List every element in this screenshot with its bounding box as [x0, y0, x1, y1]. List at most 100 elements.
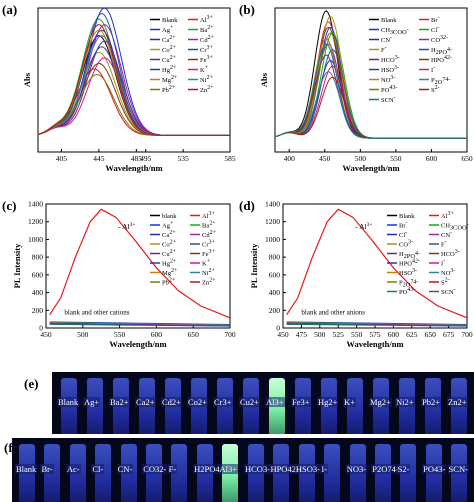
annotation-al3: - Al3+ [118, 222, 135, 231]
x-tick-label: 495 [140, 154, 152, 163]
legend-entry: Zn2+ [202, 278, 216, 287]
series-line-baseline [49, 321, 231, 325]
x-tick-label: 500 [314, 330, 326, 339]
vial-label: Blank [57, 397, 80, 407]
y-tick-label: 0 [39, 324, 43, 333]
legend-entry: I- [431, 65, 435, 74]
legend-entry: P2O74- [431, 77, 450, 86]
vial-label: Cl- [91, 464, 105, 474]
x-tick-label: 650 [461, 154, 473, 163]
panel-d: (d) 450 475 500 525 550 575 600 625 650 675 700 0 200… [237, 190, 474, 360]
legend-entry: Ag+ [162, 221, 174, 230]
legend-entry: Ca2+ [162, 35, 176, 44]
x-tick-label: 450 [319, 154, 331, 163]
series-line-al3 [286, 208, 468, 319]
legend-entry: K+ [202, 259, 211, 268]
x-axis-label: Wavelength/nm [342, 163, 399, 173]
legend-entry: HCO3- [441, 249, 460, 258]
legend-entry: Al3+ [200, 15, 214, 24]
legend-entry: HPO42- [399, 259, 420, 268]
legend-entry: Co2+ [162, 240, 177, 249]
annotation-al3: - Al3+ [355, 222, 372, 231]
y-tick-label: 1400 [28, 200, 43, 209]
x-tick-label: 450 [40, 330, 52, 339]
legend-entry: Cl- [431, 25, 439, 34]
x-tick-label: 485 [131, 154, 143, 163]
y-axis-label: Abs [259, 72, 269, 87]
legend-entry: H2PO4- [431, 47, 452, 56]
vial-label: Ni2+ [395, 397, 415, 407]
y-tick-label: 1000 [265, 235, 280, 244]
vial-label: Cd2+ [161, 397, 182, 407]
x-tick-label: 445 [93, 154, 105, 163]
legend-entry: Br- [431, 15, 440, 24]
legend-entry: HPO42- [431, 55, 452, 64]
legend-entry: F- [381, 45, 387, 54]
legend-entry: K+ [200, 65, 209, 74]
plot-frame [37, 7, 231, 153]
x-tick-label: 475 [296, 330, 308, 339]
x-tick-label: 600 [388, 330, 400, 339]
vial-label: HCO3- [244, 464, 272, 474]
legend-entry: Pb2+ [162, 278, 176, 287]
series-line [274, 43, 467, 139]
legend-entry: HSO3- [381, 65, 399, 74]
legend-entry: Mg2+ [162, 75, 178, 84]
series-line-al3 [49, 208, 231, 319]
y-tick-label: 400 [32, 288, 44, 297]
x-tick-label: 550 [351, 330, 363, 339]
photo-f: Blank Br- Ac- Cl- CN- CO32- F- H2PO4- Al3+ HCO3- H… [12, 438, 474, 502]
vial-label: Cr3+ [213, 397, 233, 407]
vial-label: SCN- [447, 464, 469, 474]
x-tick-label: 575 [369, 330, 381, 339]
vial-label: CO32- [142, 464, 168, 474]
plot-frame [45, 203, 231, 329]
vial-label: P2O74- [371, 464, 400, 474]
x-tick-label: 600 [426, 154, 438, 163]
legend-entry: Fe3+ [202, 249, 216, 258]
chart-d: (d) 450 475 500 525 550 575 600 625 650 675 700 0 200… [239, 198, 473, 349]
y-tick-label: 400 [269, 288, 281, 297]
legend-entry: blank [162, 213, 177, 220]
legend-entry: Blank [162, 17, 178, 24]
legend-entry: Cu2+ [162, 249, 177, 258]
x-axis-label: Wavelength/nm [109, 339, 166, 349]
legend-entry: Blank [399, 213, 415, 220]
legend-entry: Co2+ [162, 45, 177, 54]
vial-label: Ag+ [83, 397, 101, 407]
legend-entry: H2PO4- [399, 251, 420, 260]
plot-frame [274, 7, 468, 153]
x-tick-label: 650 [425, 330, 437, 339]
legend-entry: Pb2+ [162, 85, 176, 94]
y-tick-label: 800 [269, 253, 281, 262]
legend-entry: NO3- [441, 268, 455, 277]
legend-entry: CH3COO- [381, 27, 409, 36]
legend-entry: Mg2+ [162, 268, 178, 277]
legend-entry: CN- [441, 230, 452, 239]
chart-c: (c) 450 500 550 600 650 700 0 200 400 600 800 1000 12… [2, 198, 236, 349]
x-tick-label: 600 [151, 330, 163, 339]
legend-entry: Br- [399, 221, 408, 230]
vial-label: Co2+ [187, 397, 208, 407]
y-tick-label: 1200 [28, 217, 43, 226]
y-tick-label: 1400 [265, 200, 280, 209]
series-line [37, 24, 230, 136]
panel-label: (b) [239, 2, 255, 17]
legend-entry: Ca2+ [162, 230, 176, 239]
legend-entry: HCO3- [381, 55, 400, 64]
vial-label: HSO3- [294, 464, 321, 474]
legend-entry: SCN- [441, 287, 456, 296]
y-axis-label: PL Intensity [12, 243, 22, 288]
vial-label: HPO42- [269, 464, 300, 474]
y-axis-label: Abs [22, 72, 32, 87]
legend-entry: Ag+ [162, 25, 174, 34]
legend-entry: Ba2+ [202, 221, 216, 230]
vial-label: Al3+ [218, 464, 239, 474]
x-tick-label: 500 [77, 330, 89, 339]
x-tick-label: 500 [355, 154, 367, 163]
vial-label: Ac- [65, 464, 81, 474]
legend-entry: SCN- [381, 95, 396, 104]
legend-entry: S2- [441, 278, 450, 287]
panel-label: (c) [2, 198, 16, 213]
